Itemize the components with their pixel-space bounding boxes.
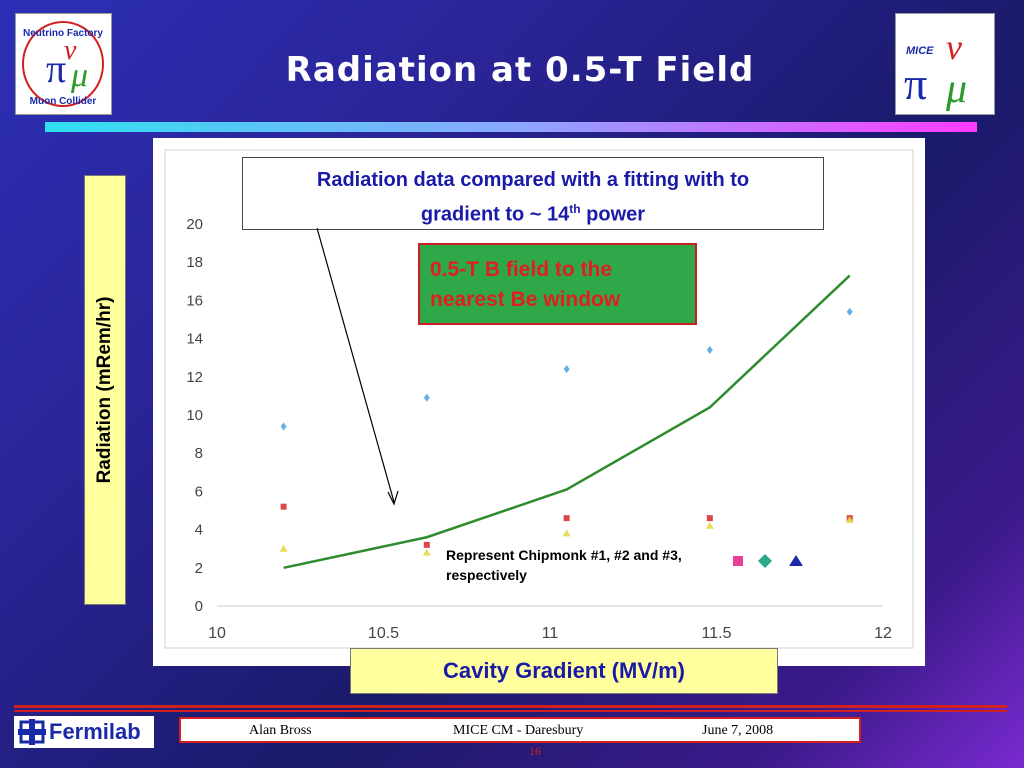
data-point-chipmonk2 bbox=[280, 422, 287, 431]
fermilab-label: Fermilab bbox=[49, 719, 141, 744]
footer: Alan Bross MICE CM - Daresbury June 7, 2… bbox=[179, 717, 861, 743]
y-tick-label: 4 bbox=[195, 522, 203, 539]
legend-marker-chipmonk1 bbox=[733, 556, 743, 566]
radiation-chart: 0 2 4 6 8 10 12 14 16 18 20 10 10.5 11 11.5 12 bbox=[164, 149, 914, 649]
mu-glyph: μ bbox=[70, 57, 88, 94]
data-point-chipmonk3 bbox=[705, 521, 714, 529]
data-point-chipmonk2 bbox=[423, 393, 430, 402]
x-tick-label: 12 bbox=[874, 625, 892, 642]
x-tick-label: 10.5 bbox=[368, 625, 399, 642]
y-tick-label: 12 bbox=[186, 369, 203, 386]
data-point-chipmonk3 bbox=[422, 548, 431, 556]
plot-frame bbox=[164, 149, 914, 649]
page-number: 16 bbox=[529, 744, 541, 758]
data-point-chipmonk2 bbox=[846, 307, 853, 316]
y-tick-label: 20 bbox=[186, 216, 203, 233]
footer-author: Alan Bross bbox=[249, 723, 312, 738]
data-point-chipmonk3 bbox=[562, 529, 571, 537]
data-point-chipmonk2 bbox=[706, 346, 713, 355]
fit-annotation-line2-pre: gradient to ~ 14 bbox=[420, 203, 570, 226]
field-annotation-line1: 0.5-T B field to the bbox=[430, 258, 613, 281]
mu-glyph: μ bbox=[945, 66, 967, 112]
neutrino-factory-logo: Neutrino Factory π ν μ Muon Collider bbox=[15, 13, 112, 115]
footer-date: June 7, 2008 bbox=[702, 723, 774, 738]
fit-annotation-sup: th bbox=[569, 202, 581, 216]
pi-glyph: π bbox=[904, 58, 927, 109]
footer-divider-bottom bbox=[14, 710, 1007, 712]
nu-glyph: ν bbox=[946, 27, 962, 67]
fit-annotation-line2: gradient to ~ 14th power bbox=[243, 195, 823, 230]
y-axis-label-box: Radiation (mRem/hr) bbox=[84, 175, 126, 605]
data-point-chipmonk1 bbox=[563, 515, 570, 522]
fit-line bbox=[283, 274, 851, 570]
y-axis-label: Radiation (mRem/hr) bbox=[94, 296, 115, 484]
y-tick-label: 8 bbox=[195, 445, 203, 462]
data-point-chipmonk3 bbox=[845, 516, 854, 524]
data-point-chipmonk1 bbox=[280, 503, 287, 510]
legend-note: Represent Chipmonk #1, #2 and #3, respec… bbox=[446, 547, 682, 583]
fit-annotation-line1: Radiation data compared with a fitting w… bbox=[316, 169, 750, 191]
data-point-chipmonk1 bbox=[706, 515, 713, 522]
nu-glyph: ν bbox=[64, 35, 77, 66]
data-point-chipmonk1 bbox=[423, 541, 430, 548]
y-tick-label: 2 bbox=[195, 560, 203, 577]
x-tick-label: 11.5 bbox=[702, 625, 732, 642]
field-annotation-line2: nearest Be window bbox=[430, 288, 621, 311]
y-tick-label: 10 bbox=[186, 407, 203, 424]
footer-event: MICE CM - Daresbury bbox=[453, 723, 584, 738]
x-axis-label: Cavity Gradient (MV/m) bbox=[350, 648, 778, 694]
logo-left-top-text: Neutrino Factory bbox=[23, 28, 103, 39]
title-divider bbox=[45, 122, 977, 132]
data-point-chipmonk2 bbox=[563, 365, 570, 374]
legend-marker-chipmonk3 bbox=[789, 555, 803, 566]
fermilab-logo: Fermilab bbox=[14, 716, 154, 748]
x-tick-label: 11 bbox=[542, 625, 559, 642]
fit-annotation: Radiation data compared with a fitting w… bbox=[242, 157, 824, 230]
y-tick-label: 16 bbox=[186, 292, 203, 309]
y-tick-label: 18 bbox=[186, 254, 203, 271]
page-title: Radiation at 0.5-T Field bbox=[285, 50, 755, 90]
mice-logo: MICE π ν μ bbox=[895, 13, 995, 115]
logo-left-bottom-text: Muon Collider bbox=[30, 96, 97, 107]
legend-marker-chipmonk2 bbox=[758, 554, 772, 568]
pi-glyph: π bbox=[46, 46, 66, 91]
y-tick-label: 14 bbox=[186, 331, 203, 348]
x-tick-label: 10 bbox=[208, 625, 226, 642]
field-annotation: 0.5-T B field to the nearest Be window bbox=[418, 243, 697, 325]
data-point-chipmonk3 bbox=[279, 544, 288, 552]
y-tick-label: 0 bbox=[195, 598, 203, 615]
footer-divider-top bbox=[14, 705, 1007, 708]
y-tick-label: 6 bbox=[195, 483, 203, 500]
mice-logo-text: MICE bbox=[906, 45, 934, 57]
fermilab-icon bbox=[18, 719, 46, 745]
fit-annotation-line2-post: power bbox=[580, 203, 646, 226]
